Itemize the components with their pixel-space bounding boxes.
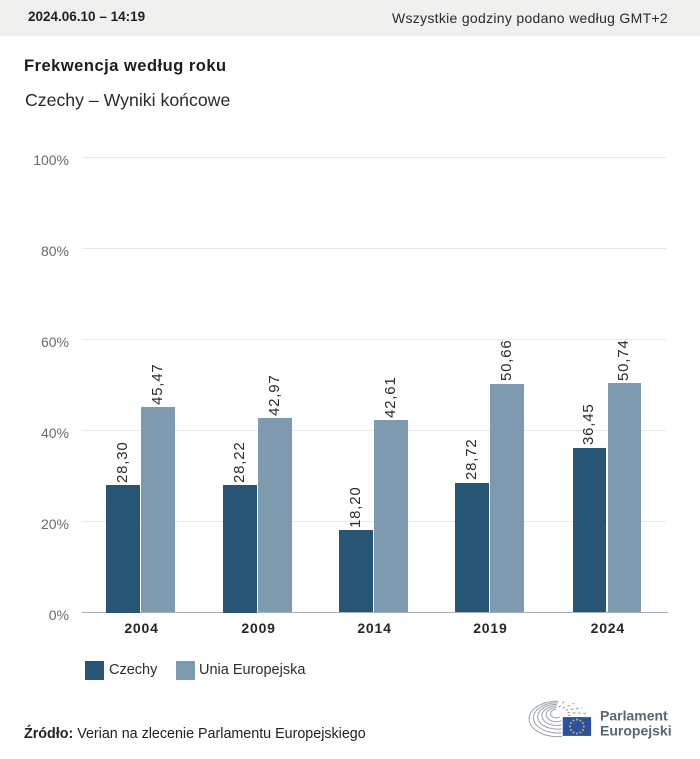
svg-text:Europejski: Europejski [600,722,672,738]
svg-text:Parlament: Parlament [600,707,668,723]
